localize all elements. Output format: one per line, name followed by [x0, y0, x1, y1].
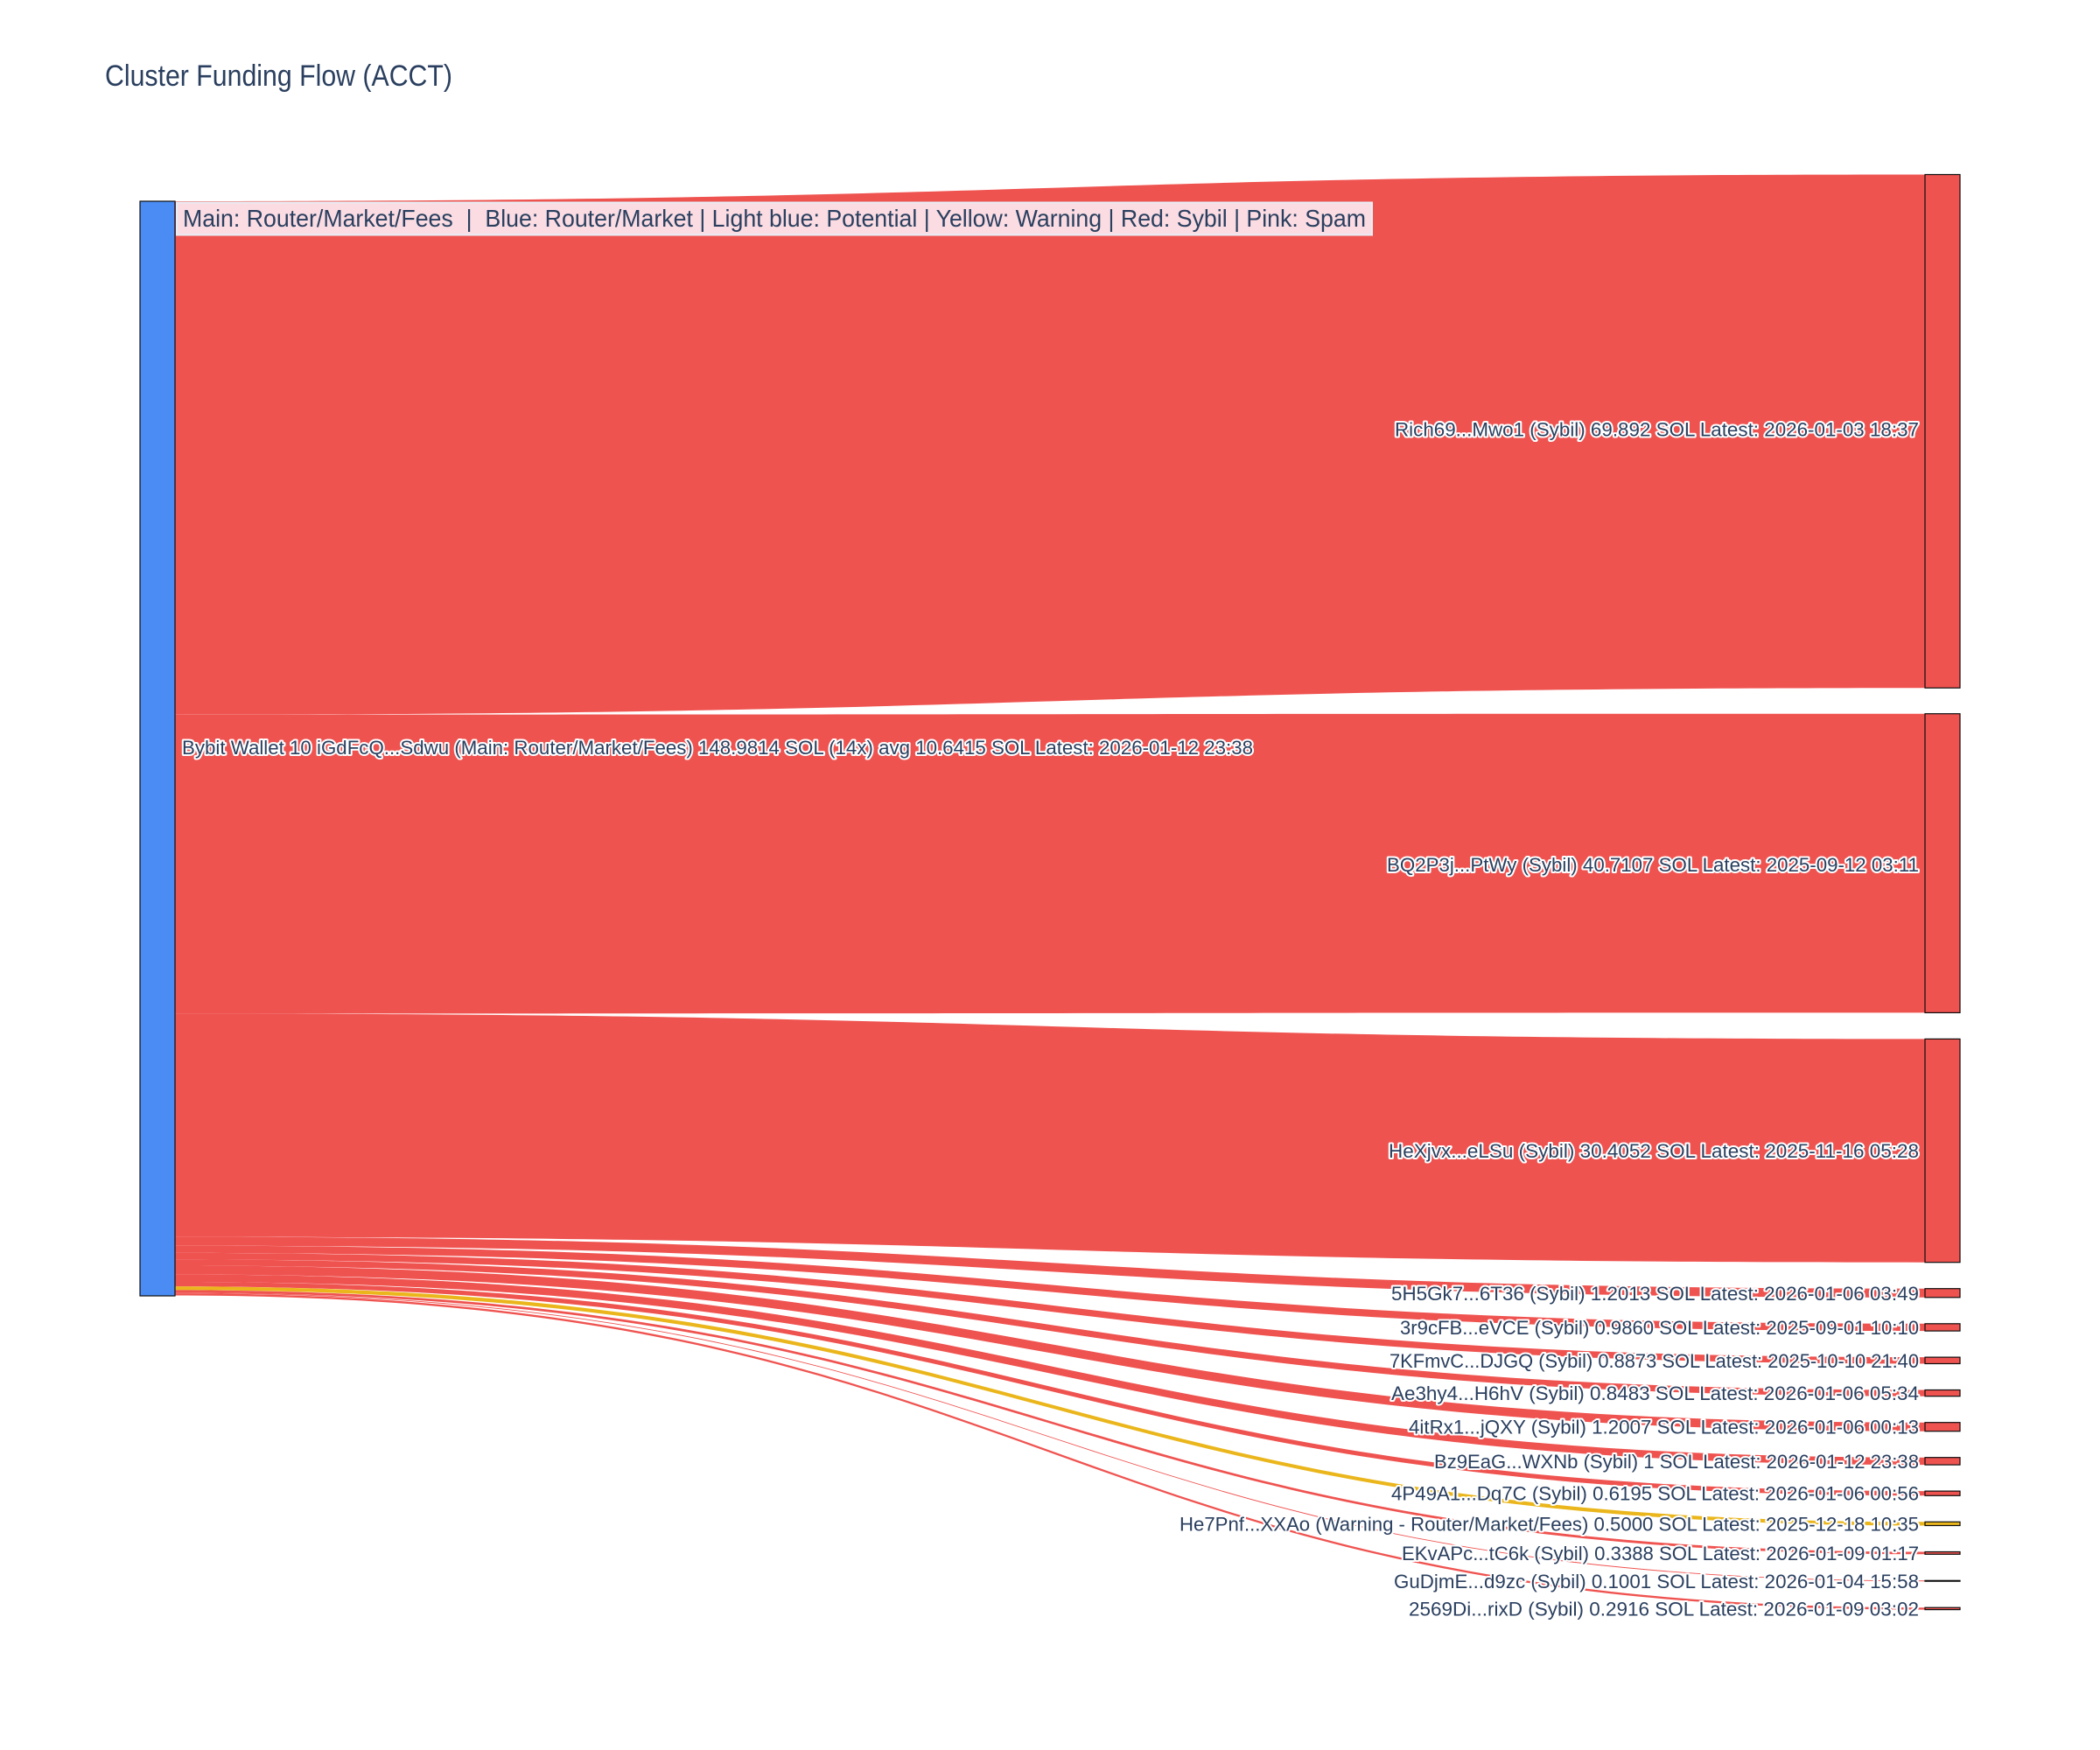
svg-text:4itRx1...jQXY (Sybil) 1.2007 S: 4itRx1...jQXY (Sybil) 1.2007 SOL Latest:… — [1409, 1417, 1919, 1438]
svg-text:2569Di...rixD (Sybil) 0.2916 S: 2569Di...rixD (Sybil) 0.2916 SOL Latest:… — [1409, 1598, 1919, 1620]
svg-text:HeXjvx...eLSu (Sybil) 30.4052: HeXjvx...eLSu (Sybil) 30.4052 SOL Latest… — [1389, 1140, 1919, 1162]
svg-text:Bz9EaG...WXNb (Sybil) 1 SOL La: Bz9EaG...WXNb (Sybil) 1 SOL Latest: 2026… — [1434, 1451, 1919, 1473]
svg-text:3r9cFB...eVCE (Sybil) 0.9860 S: 3r9cFB...eVCE (Sybil) 0.9860 SOL Latest:… — [1400, 1317, 1919, 1339]
svg-text:Rich69...Mwo1 (Sybil) 69.892 S: Rich69...Mwo1 (Sybil) 69.892 SOL Latest:… — [1395, 418, 1919, 440]
svg-text:BQ2P3j...PtWy (Sybil) 40.7107: BQ2P3j...PtWy (Sybil) 40.7107 SOL Latest… — [1387, 854, 1919, 876]
svg-text:GuDjmE...d9zc (Sybil) 0.1001 S: GuDjmE...d9zc (Sybil) 0.1001 SOL Latest:… — [1394, 1571, 1919, 1592]
svg-text:Bybit Wallet 10 iGdFcQ...Sdwu: Bybit Wallet 10 iGdFcQ...Sdwu (Main: Rou… — [182, 737, 1253, 759]
svg-text:He7Pnf...XXAo (Warning - Route: He7Pnf...XXAo (Warning - Router/Market/F… — [1180, 1513, 1919, 1535]
svg-text:Ae3hy4...H6hV (Sybil) 0.8483 S: Ae3hy4...H6hV (Sybil) 0.8483 SOL Latest:… — [1391, 1382, 1919, 1404]
svg-text:Cluster Funding Flow (ACCT): Cluster Funding Flow (ACCT) — [105, 60, 452, 93]
svg-text:5H5Gk7...6T36 (Sybil) 1.2013 S: 5H5Gk7...6T36 (Sybil) 1.2013 SOL Latest:… — [1391, 1283, 1919, 1305]
svg-text:Main: Router/Market/Fees | B: Main: Router/Market/Fees | Blue: Router/… — [183, 205, 1366, 232]
svg-text:EKvAPc...tC6k (Sybil) 0.3388 S: EKvAPc...tC6k (Sybil) 0.3388 SOL Latest:… — [1402, 1543, 1919, 1564]
svg-text:4P49A1...Dq7C (Sybil) 0.6195 S: 4P49A1...Dq7C (Sybil) 0.6195 SOL Latest:… — [1391, 1483, 1919, 1505]
svg-text:7KFmvC...DJGQ (Sybil) 0.8873 S: 7KFmvC...DJGQ (Sybil) 0.8873 SOL Latest:… — [1390, 1350, 1919, 1372]
